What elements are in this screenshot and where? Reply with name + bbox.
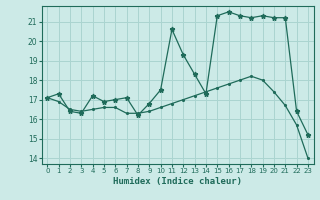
X-axis label: Humidex (Indice chaleur): Humidex (Indice chaleur) (113, 177, 242, 186)
